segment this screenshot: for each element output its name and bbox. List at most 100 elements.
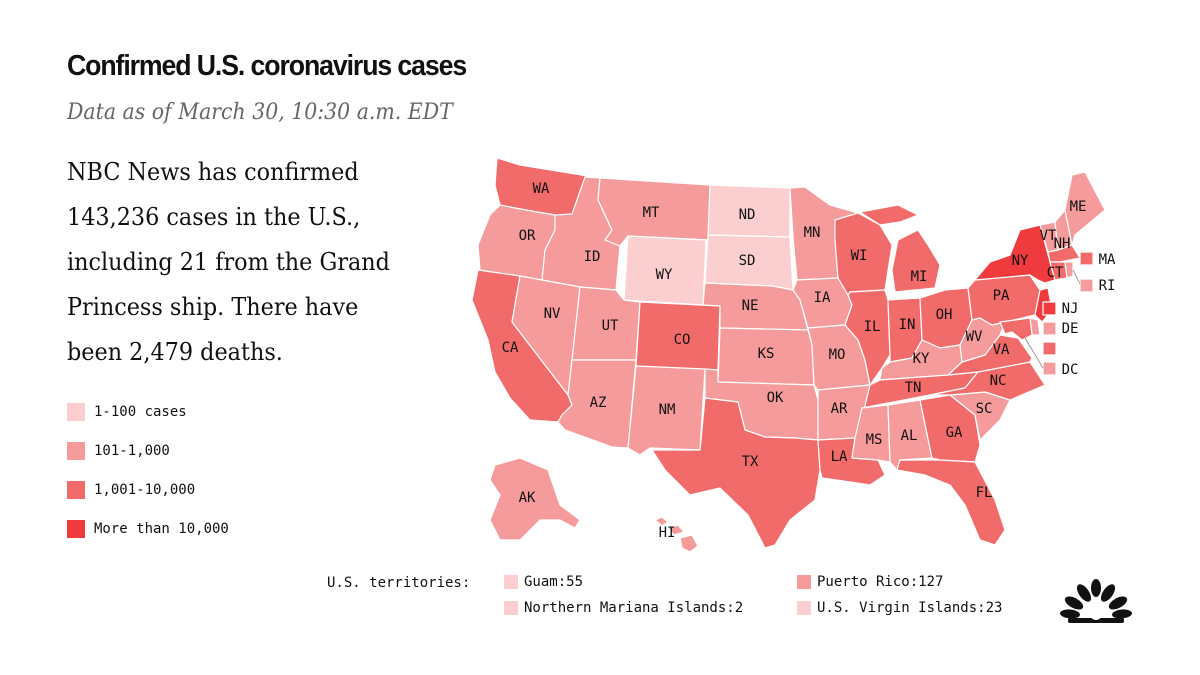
territory-swatch xyxy=(504,575,518,589)
state-label-FL: FL xyxy=(976,485,993,501)
state-label-OK: OK xyxy=(767,390,784,406)
state-label-ND: ND xyxy=(739,207,756,223)
state-label-TX: TX xyxy=(742,454,759,470)
state-label-IN: IN xyxy=(899,317,916,333)
page-subtitle: Data as of March 30, 10:30 a.m. EDT xyxy=(67,100,453,125)
state-label-CT: CT xyxy=(1047,265,1064,281)
state-label-OH: OH xyxy=(936,307,953,323)
state-label-WV: WV xyxy=(966,329,983,345)
state-label-NM: NM xyxy=(659,402,676,418)
legend-item-tier3: 1,001-10,000 xyxy=(67,470,229,509)
legend-label: More than 10,000 xyxy=(94,520,229,537)
nbc-peacock-icon xyxy=(1060,579,1132,623)
legend-swatch xyxy=(67,519,85,538)
state-label-VA: VA xyxy=(993,342,1010,358)
territory-usvi: U.S. Virgin Islands:23 xyxy=(797,600,1002,616)
state-label-UT: UT xyxy=(602,318,619,334)
territory-label: Northern Mariana Islands:2 xyxy=(524,600,744,616)
state-label-AZ: AZ xyxy=(590,395,607,411)
state-label-AL: AL xyxy=(901,428,918,444)
territory-guam: Guam:55 xyxy=(504,574,583,590)
state-label-ID: ID xyxy=(584,249,601,265)
territory-label: Guam:55 xyxy=(524,574,584,590)
legend-item-tier1: 1-100 cases xyxy=(67,392,229,431)
callout-swatch-RI xyxy=(1079,278,1094,293)
state-label-PA: PA xyxy=(993,288,1010,304)
state-label-VT: VT xyxy=(1040,228,1057,244)
legend-swatch xyxy=(67,480,85,499)
state-label-MI: MI xyxy=(911,269,928,285)
state-label-LA: LA xyxy=(831,449,848,465)
state-label-CO: CO xyxy=(674,332,691,348)
state-label-MT: MT xyxy=(643,205,660,221)
state-label-OR: OR xyxy=(519,228,536,244)
state-label-WY: WY xyxy=(656,267,673,283)
legend-item-tier2: 101-1,000 xyxy=(67,431,229,470)
state-RI xyxy=(1064,261,1074,279)
state-label-NV: NV xyxy=(544,306,561,322)
page-title: Confirmed U.S. coronavirus cases xyxy=(67,50,467,82)
state-label-DE: DE xyxy=(1062,321,1079,337)
callout-swatch-DE xyxy=(1042,321,1057,336)
state-label-HI: HI xyxy=(659,525,676,541)
state-label-NY: NY xyxy=(1012,253,1029,269)
state-label-SC: SC xyxy=(976,401,993,417)
state-label-KS: KS xyxy=(758,346,775,362)
state-label-MN: MN xyxy=(804,225,821,241)
legend-label: 1-100 cases xyxy=(94,403,187,420)
callout-swatch-DC xyxy=(1042,361,1057,376)
state-label-NC: NC xyxy=(990,373,1007,389)
state-HI xyxy=(654,516,669,527)
legend-label: 1,001-10,000 xyxy=(94,481,196,498)
state-HI3 xyxy=(679,534,699,553)
state-label-AR: AR xyxy=(831,401,848,417)
state-label-DC: DC xyxy=(1062,362,1079,378)
state-IL xyxy=(844,289,891,386)
territory-puerto-rico: Puerto Rico:127 xyxy=(797,574,943,590)
state-label-CA: CA xyxy=(502,340,519,356)
legend-swatch xyxy=(67,402,85,421)
state-label-IA: IA xyxy=(814,290,831,306)
territory-swatch xyxy=(504,601,518,615)
territories-heading: U.S. territories: xyxy=(327,575,471,591)
territory-label: U.S. Virgin Islands:23 xyxy=(817,600,1003,616)
state-MD xyxy=(999,317,1033,341)
state-label-WA: WA xyxy=(533,181,550,197)
state-label-IL: IL xyxy=(864,319,881,335)
territory-label: Puerto Rico:127 xyxy=(817,574,944,590)
summary-text: NBC News has confirmed 143,236 cases in … xyxy=(67,158,390,366)
legend: 1-100 cases 101-1,000 1,001-10,000 More … xyxy=(67,392,229,548)
territory-swatch xyxy=(797,601,811,615)
state-MI xyxy=(859,204,919,226)
callout-line-ri xyxy=(1072,269,1081,285)
state-label-GA: GA xyxy=(946,425,963,441)
state-label-NH: NH xyxy=(1054,236,1071,252)
state-label-SD: SD xyxy=(739,253,756,269)
legend-label: 101-1,000 xyxy=(94,442,170,459)
callout-swatch-NJ xyxy=(1042,301,1057,316)
state-FL xyxy=(896,459,1006,546)
state-label-RI: RI xyxy=(1099,278,1116,294)
callout-swatch-MA xyxy=(1079,251,1094,266)
state-TX xyxy=(651,397,821,549)
state-label-MS: MS xyxy=(866,432,883,448)
state-label-NE: NE xyxy=(742,298,759,314)
state-MI2 xyxy=(891,229,941,293)
state-label-MO: MO xyxy=(829,347,846,363)
callout-line-dc xyxy=(1024,337,1044,369)
legend-item-tier4: More than 10,000 xyxy=(67,509,229,548)
state-AK xyxy=(489,457,581,541)
state-label-KY: KY xyxy=(913,351,930,367)
territory-swatch xyxy=(797,575,811,589)
state-label-ME: ME xyxy=(1070,199,1087,215)
state-label-NJ: NJ xyxy=(1062,301,1079,317)
territory-northern-mariana: Northern Mariana Islands:2 xyxy=(504,600,743,616)
state-HI2 xyxy=(667,524,685,536)
state-label-AK: AK xyxy=(519,490,536,506)
callout-swatch-MD xyxy=(1042,341,1057,356)
legend-swatch xyxy=(67,441,85,460)
state-label-WI: WI xyxy=(851,248,868,264)
state-label-TN: TN xyxy=(905,380,922,396)
state-label-MA: MA xyxy=(1099,252,1116,268)
